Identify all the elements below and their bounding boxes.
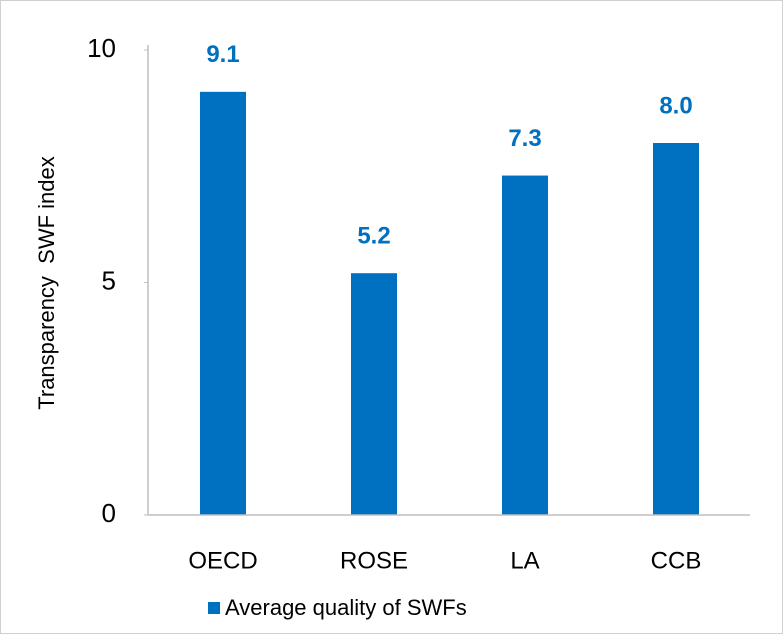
bar bbox=[200, 91, 246, 515]
data-label: 9.1 bbox=[206, 41, 239, 68]
y-tick-label: 0 bbox=[102, 498, 116, 528]
bar bbox=[351, 273, 397, 515]
y-axis-label: Transparency SWF index bbox=[34, 156, 59, 410]
bar bbox=[502, 175, 548, 516]
legend-swatch bbox=[208, 602, 220, 614]
x-tick-label: OECD bbox=[188, 547, 257, 574]
data-label: 7.3 bbox=[508, 125, 541, 152]
data-label: 5.2 bbox=[357, 223, 390, 250]
x-tick-label: ROSE bbox=[340, 547, 408, 574]
bar bbox=[653, 143, 699, 515]
y-tick-label: 5 bbox=[102, 265, 116, 295]
x-tick-label: CCB bbox=[651, 547, 702, 574]
y-tick-label: 10 bbox=[87, 33, 116, 63]
x-tick-label: LA bbox=[510, 547, 539, 574]
data-label: 8.0 bbox=[659, 92, 692, 119]
legend-label: Average quality of SWFs bbox=[225, 595, 467, 620]
